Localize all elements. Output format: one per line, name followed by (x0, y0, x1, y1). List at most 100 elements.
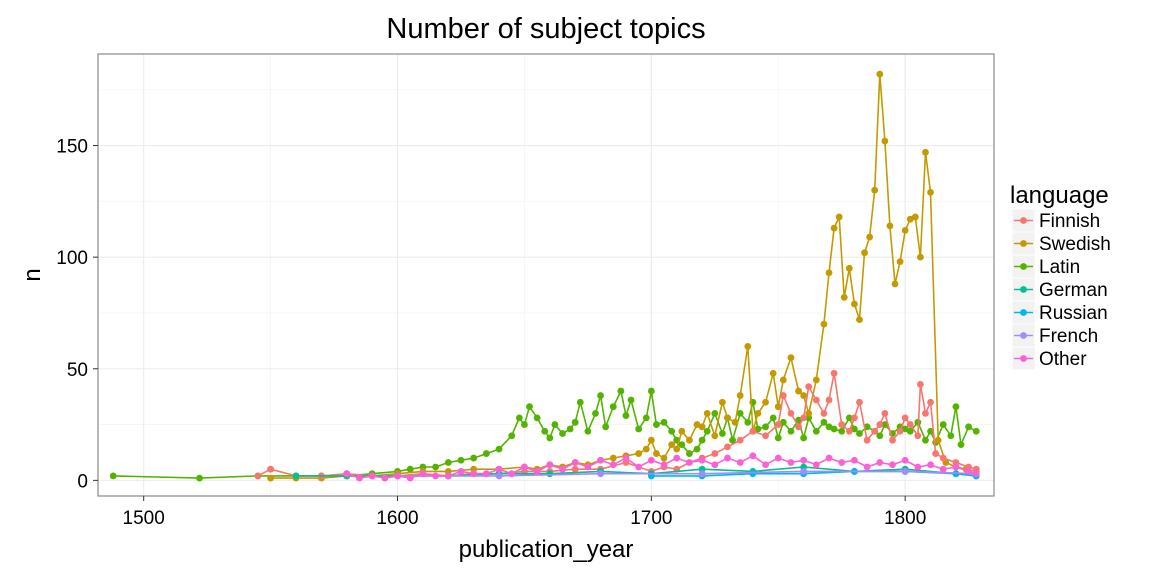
data-point (597, 456, 604, 464)
data-point (482, 470, 490, 478)
chart-title: Number of subject topics (386, 13, 705, 45)
data-point (444, 472, 452, 480)
data-point (660, 461, 668, 469)
data-point (856, 430, 863, 437)
legend-item-other: Other (1011, 346, 1087, 371)
data-point (406, 474, 414, 482)
data-point (881, 421, 889, 428)
data-point (482, 450, 490, 457)
legend-item-finnish: Finnish (1011, 208, 1100, 233)
data-point (957, 441, 965, 449)
data-point (947, 432, 955, 440)
data-point (678, 427, 686, 435)
data-point (597, 470, 604, 478)
data-point (673, 445, 681, 453)
data-point (800, 392, 808, 399)
data-point (457, 468, 465, 475)
data-point (840, 293, 848, 301)
data-point (830, 369, 838, 377)
data-point (876, 459, 884, 466)
data-point (805, 383, 813, 391)
data-point (825, 269, 833, 277)
data-point (724, 454, 731, 462)
legend-key-point (1020, 263, 1027, 270)
data-point (972, 427, 980, 435)
data-point (724, 443, 731, 451)
data-point (432, 463, 439, 471)
data-point (698, 436, 706, 444)
data-point (495, 465, 503, 473)
data-point (749, 470, 757, 478)
data-point (457, 456, 465, 464)
data-point (673, 454, 681, 462)
data-point (609, 461, 617, 469)
data-point (571, 418, 579, 426)
data-point (800, 434, 808, 442)
data-point (698, 423, 706, 431)
legend-item-german: German (1011, 277, 1108, 302)
data-point (934, 436, 942, 444)
series-other (343, 452, 980, 482)
data-point (196, 474, 203, 482)
data-point (609, 403, 617, 411)
data-point (653, 450, 660, 457)
data-point (267, 474, 275, 482)
data-point (911, 213, 919, 221)
data-point (795, 387, 802, 395)
data-point (749, 452, 757, 460)
data-point (711, 450, 719, 457)
data-point (972, 470, 980, 478)
legend-label: Finnish (1039, 211, 1100, 232)
data-point (901, 226, 909, 234)
data-point (597, 392, 604, 399)
data-point (647, 436, 655, 444)
data-point (356, 474, 363, 482)
legend-label: Russian (1039, 303, 1108, 324)
data-point (871, 427, 879, 435)
data-point (731, 418, 739, 426)
data-point (901, 468, 909, 475)
data-point (916, 253, 924, 261)
data-point (533, 468, 541, 475)
data-point (292, 472, 300, 480)
data-point (774, 421, 782, 428)
data-point (820, 410, 828, 417)
data-point (922, 410, 929, 417)
legend-title: language (1010, 182, 1109, 209)
data-point (901, 425, 909, 433)
data-point (901, 414, 909, 422)
data-point (856, 398, 863, 406)
data-point (820, 418, 828, 426)
data-point (444, 459, 452, 466)
data-point (812, 461, 820, 469)
data-point (762, 423, 769, 431)
data-point (546, 461, 554, 469)
data-point (906, 215, 914, 223)
data-point (736, 459, 744, 466)
data-point (736, 392, 744, 399)
data-point (812, 396, 820, 404)
data-point (800, 468, 808, 475)
data-point (769, 414, 777, 422)
data-point (508, 432, 516, 440)
data-point (922, 436, 929, 444)
data-point (779, 418, 787, 426)
data-point (825, 454, 833, 462)
data-point (762, 398, 769, 406)
data-point (660, 454, 668, 462)
plot-border (97, 53, 995, 497)
data-point (566, 425, 574, 433)
data-point (881, 410, 889, 417)
data-point (774, 434, 782, 442)
x-axis-title: publication_year (459, 536, 634, 563)
legend-key-point (1020, 355, 1027, 362)
data-point (635, 463, 643, 471)
data-point (754, 410, 762, 417)
data-point (850, 414, 858, 422)
data-point (711, 461, 719, 469)
y-axis-title: n (19, 268, 46, 281)
data-point (861, 249, 868, 257)
legend-item-french: French (1011, 323, 1098, 348)
data-point (609, 454, 617, 462)
